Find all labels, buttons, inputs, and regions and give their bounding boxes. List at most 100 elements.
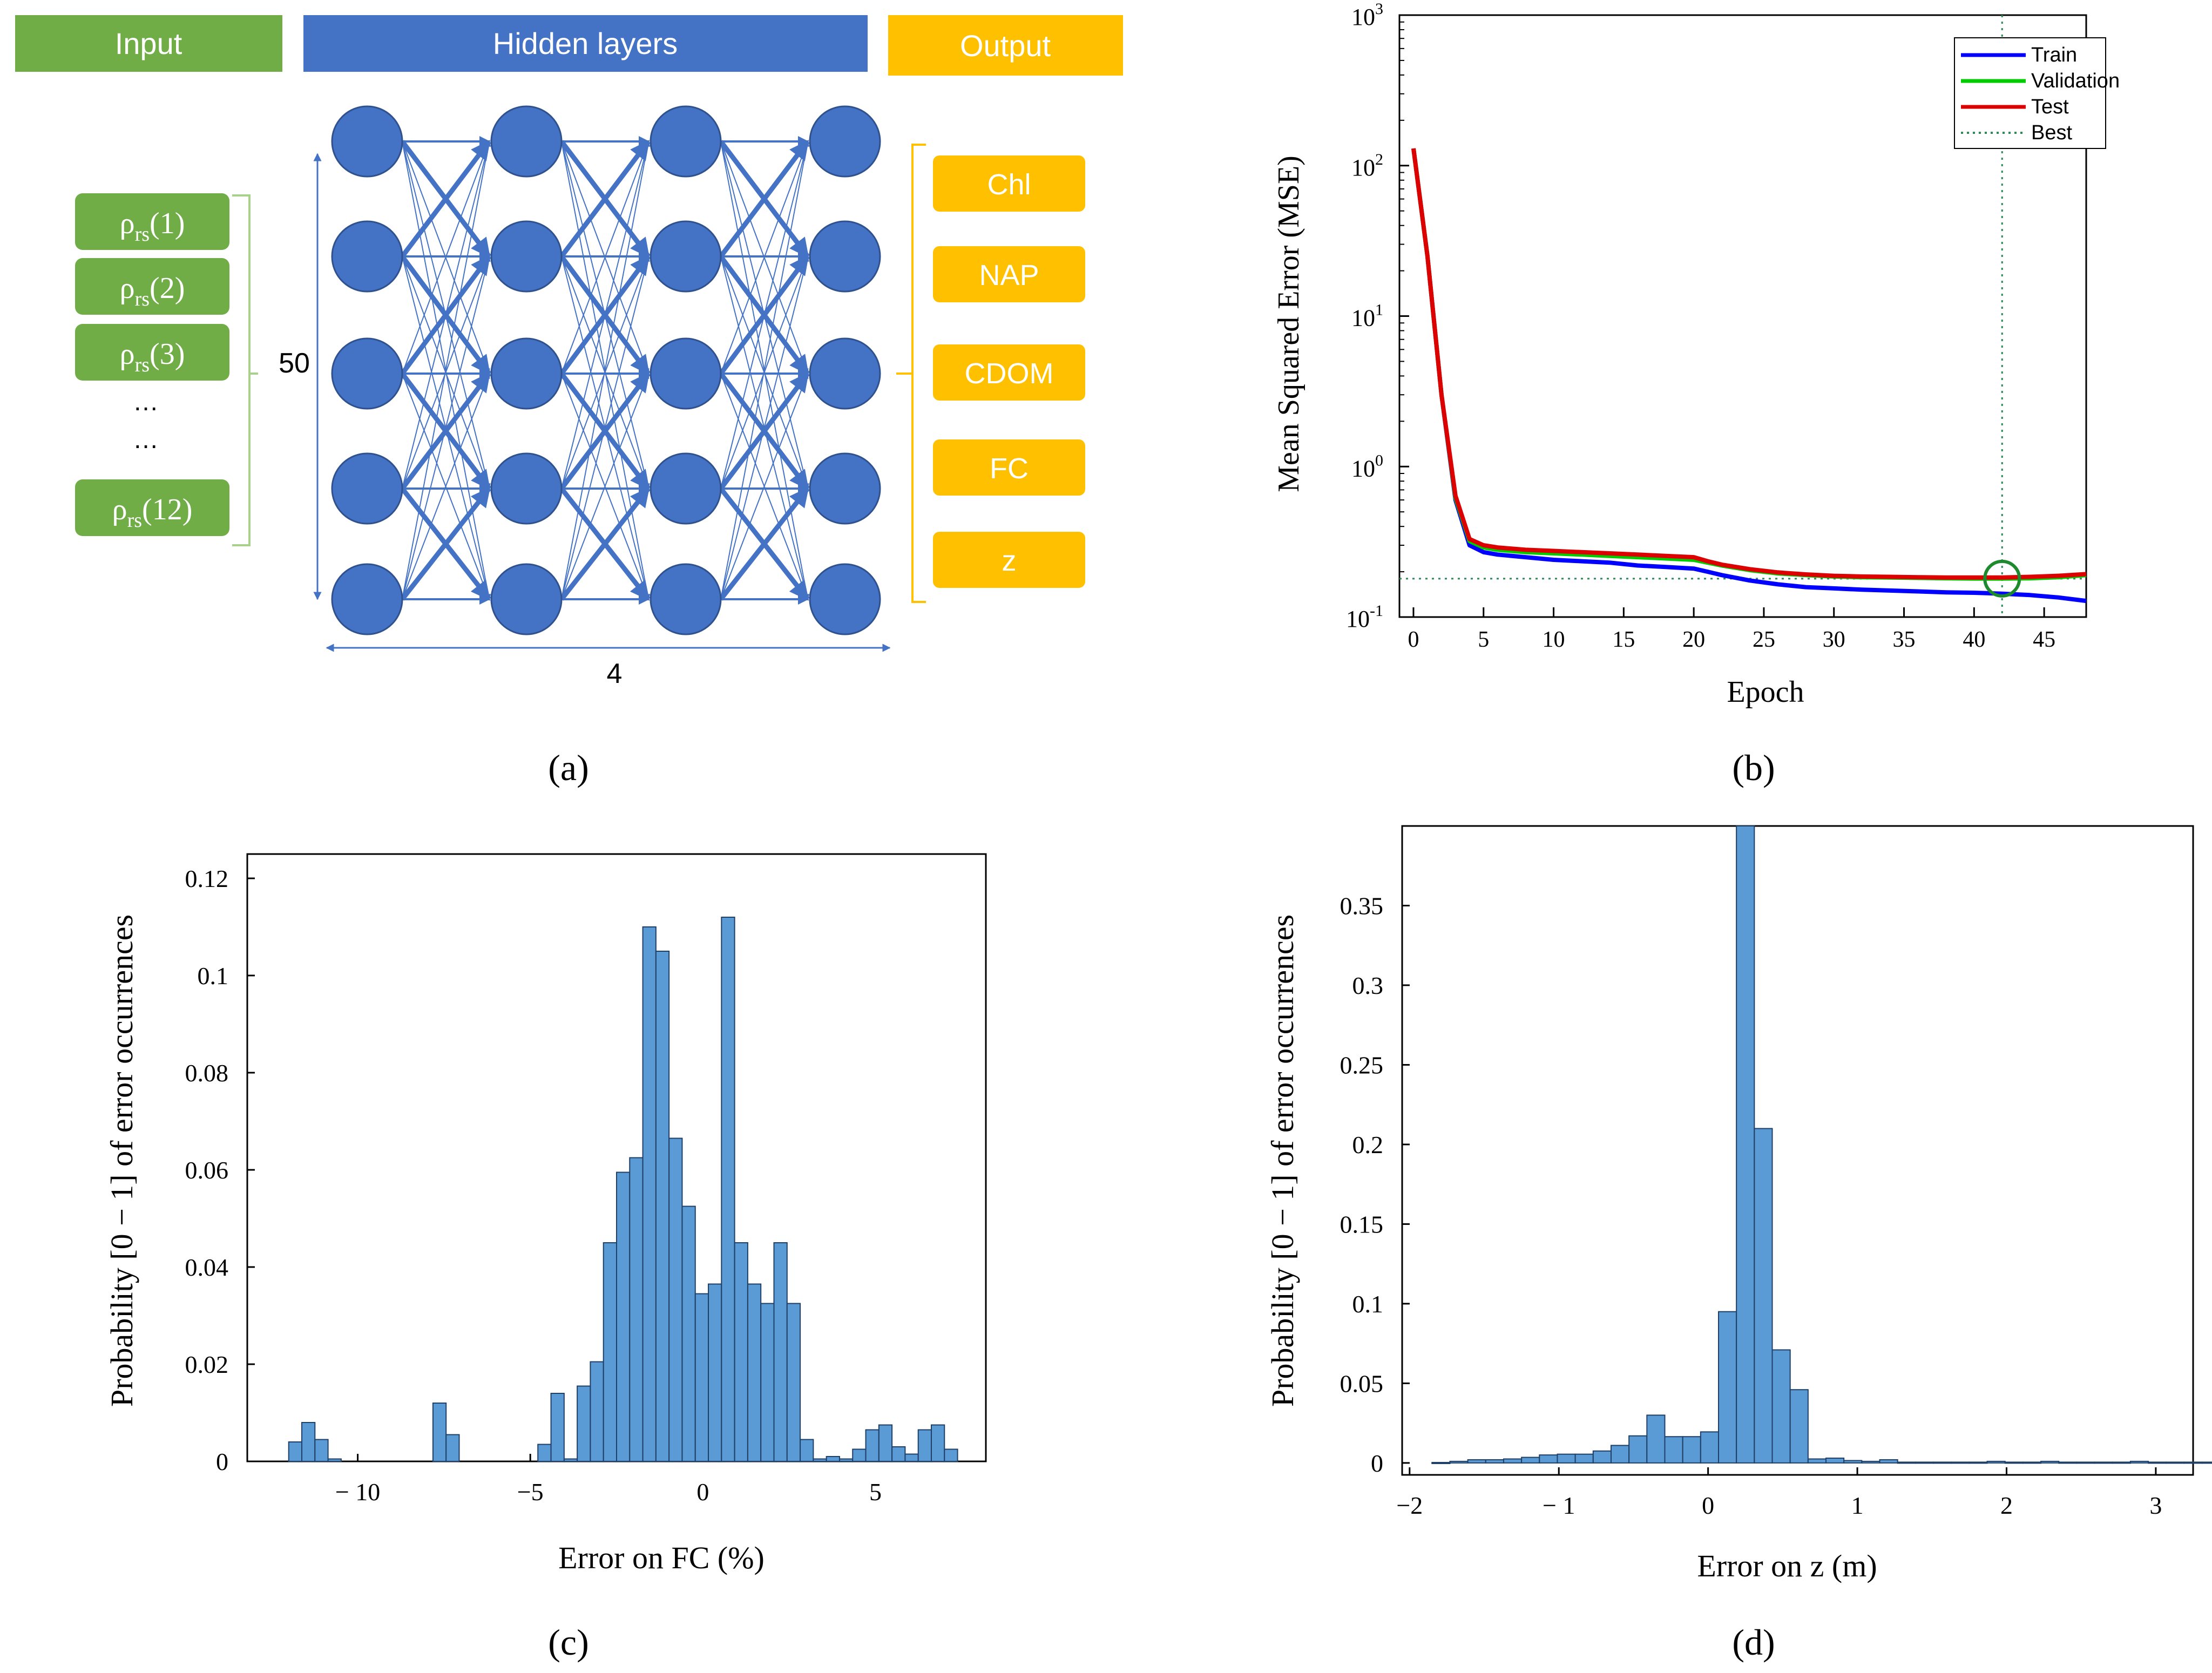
network-edges [400, 136, 810, 605]
histogram-bar [838, 1458, 854, 1462]
neuron-node [650, 563, 722, 635]
histogram-bar [537, 1444, 552, 1462]
histogram-bar [1969, 1461, 1988, 1464]
y-tick-label: 0.15 [1340, 1210, 1384, 1238]
nn-edge [720, 141, 809, 374]
y-tick-label: 0.1 [1352, 1290, 1384, 1318]
nn-edge [559, 372, 651, 490]
plot-c-xlabel: Error on FC (%) [558, 1540, 765, 1575]
histogram-bar [721, 917, 735, 1462]
histogram-bar [944, 1448, 958, 1462]
y-tick-label: 0.3 [1352, 972, 1384, 999]
x-tick-label: 20 [1682, 627, 1705, 652]
histogram-bar [1789, 1389, 1809, 1464]
y-tick-label: 101 [1351, 301, 1383, 331]
x-tick-label: 3 [2149, 1492, 2162, 1519]
histogram-bar [2094, 1461, 2113, 1464]
nn-edge [400, 372, 491, 490]
histogram-bar [878, 1424, 893, 1462]
legend-validation-label: Validation [2031, 70, 2120, 92]
neuron-node [331, 337, 403, 410]
histogram-bar [1431, 1461, 1451, 1464]
nn-edge [402, 141, 491, 600]
output-label-cdom: CDOM [965, 357, 1054, 390]
nn-edge [400, 487, 491, 601]
nn-edge [561, 141, 650, 489]
histogram-bar [1592, 1450, 1612, 1464]
input-list: ρrs(1) ρrs(2) ρrs(3) … … ρrs(12) [75, 193, 229, 536]
y-tick-label: 0.06 [185, 1156, 229, 1184]
histogram-bar [563, 1458, 578, 1462]
output-label-nap: NAP [979, 259, 1039, 292]
plot-c-bars [288, 917, 958, 1462]
y-tick-label: 103 [1351, 0, 1383, 30]
x-tick-label: −5 [517, 1478, 544, 1506]
histogram-bar [603, 1242, 617, 1462]
neuron-node [809, 452, 881, 525]
input-header-label: Input [115, 26, 182, 60]
input-bracket [232, 194, 258, 546]
input-label-3: ρrs(3) [120, 337, 185, 376]
plot-b-xlabel: Epoch [1727, 675, 1804, 709]
series-test-line [1411, 148, 2087, 580]
series-train-line [1411, 148, 2087, 604]
panel-label-b: (b) [1732, 747, 1775, 788]
panel-label-d: (d) [1732, 1622, 1775, 1663]
histogram-bar [2112, 1461, 2131, 1464]
y-tick-label: 0.35 [1340, 892, 1384, 919]
y-tick-label: 0.1 [198, 962, 229, 990]
histogram-bar [694, 1293, 709, 1462]
y-tick-label: 0 [216, 1448, 228, 1475]
nn-edge [720, 373, 809, 600]
plot-d-ylabel: Probability [0 − 1] of error occurrences [1265, 915, 1300, 1407]
histogram-bar [1843, 1460, 1863, 1464]
panel-d-chart: −2 − 1 0 1 2 3 0 0.05 0.1 0.15 0.2 0.25 0.3 0.35 Erro… [1265, 825, 2212, 1583]
input-ellipsis-1: … [133, 388, 159, 416]
legend-train-label: Train [2031, 44, 2077, 66]
histogram-bar [1628, 1435, 1648, 1464]
plot-d-xlabel: Error on z (m) [1697, 1548, 1877, 1583]
histogram-bar [1951, 1461, 1970, 1464]
output-header-bar [888, 15, 1123, 76]
y-tick-label: 0.12 [185, 865, 229, 892]
histogram-bar [747, 1283, 762, 1462]
neuron-node [650, 452, 722, 525]
histogram-bar [2004, 1461, 2024, 1464]
x-tick-label: − 1 [1543, 1492, 1575, 1519]
plot-c-ylabel: Probability [0 − 1] of error occurrences [104, 915, 139, 1407]
y-tick-label: 0.04 [185, 1254, 229, 1281]
x-tick-label: 15 [1612, 627, 1635, 652]
y-tick-label: 0.25 [1340, 1051, 1384, 1079]
histogram-bar [2022, 1461, 2042, 1464]
histogram-bar [2076, 1461, 2095, 1464]
input-box-12 [75, 479, 229, 536]
best-point-marker [1983, 559, 2021, 598]
x-tick-label: 10 [1543, 627, 1565, 652]
histogram-bar [642, 926, 657, 1462]
neuron-node [490, 563, 563, 635]
x-tick-label: 5 [1478, 627, 1489, 652]
output-bracket [896, 144, 926, 603]
panel-a-diagram: Input Hidden layers Output ρrs(1) ρrs(2)… [15, 15, 1123, 689]
histogram-bar [773, 1242, 788, 1462]
neuron-node [331, 563, 403, 635]
histogram-bar [327, 1458, 342, 1462]
histogram-bar [1897, 1461, 1916, 1464]
histogram-bar [1861, 1460, 1880, 1464]
histogram-bar [1449, 1460, 1469, 1464]
histogram-bar [1521, 1457, 1540, 1464]
y-tick-label: 0.05 [1340, 1370, 1384, 1397]
histogram-bar [1503, 1458, 1523, 1464]
neuron-node [331, 452, 403, 525]
nn-edge [719, 372, 810, 490]
output-label-fc: FC [990, 452, 1029, 485]
histogram-bar [930, 1424, 945, 1462]
output-label-z: z [1002, 545, 1017, 577]
output-box-fc [933, 439, 1085, 496]
nn-edge [402, 373, 490, 600]
nn-edge [719, 140, 810, 258]
x-tick-label: 2 [2000, 1492, 2013, 1519]
histogram-bar [681, 1205, 696, 1462]
histogram-bar [1933, 1461, 1952, 1464]
